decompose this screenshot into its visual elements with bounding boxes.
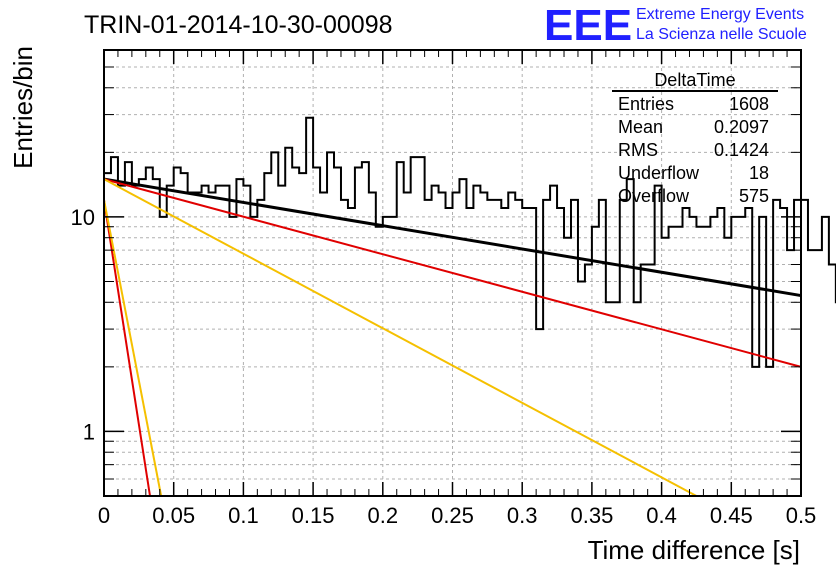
stats-name: DeltaTime: [654, 70, 735, 90]
stats-label: Entries: [618, 94, 674, 114]
x-tick-label: 0.45: [710, 503, 753, 528]
fit-line: [103, 178, 802, 368]
stats-value: 0.2097: [714, 117, 769, 137]
fit-line: [103, 199, 151, 497]
x-axis-ticks: 0 0.05 0.1 0.15 0.2 0.25 0.3 0.35 0.4 0.45 0.5: [98, 50, 816, 528]
y-tick-label: 1: [83, 419, 95, 444]
x-tick-label: 0.3: [507, 503, 538, 528]
stats-label: Overflow: [618, 186, 690, 206]
x-tick-label: 0.4: [646, 503, 677, 528]
x-tick-label: 0.2: [368, 503, 399, 528]
x-tick-label: 0.35: [570, 503, 613, 528]
x-axis-label: Time difference [s]: [588, 535, 800, 565]
logo-line2: La Scienza nelle Scuole: [636, 26, 807, 43]
stats-label: Underflow: [618, 163, 700, 183]
fit-line: [103, 199, 163, 497]
histogram-steps: [104, 116, 836, 368]
logo-mark: EEE: [544, 1, 632, 50]
x-tick-label: 0.5: [786, 503, 817, 528]
stats-box: DeltaTime Entries 1608 Mean 0.2097 RMS 0.1424…: [612, 70, 778, 206]
y-tick-label: 10: [71, 205, 95, 230]
x-tick-label: 0.15: [292, 503, 335, 528]
y-axis-ticks: 1 10: [71, 49, 801, 497]
x-tick-label: 0.1: [228, 503, 259, 528]
x-tick-label: 0: [98, 503, 110, 528]
fit-line: [103, 177, 802, 298]
y-axis-label: Entries/bin: [8, 46, 38, 169]
chart-title: TRIN-01-2014-10-30-00098: [84, 11, 393, 39]
fit-lines: [103, 177, 802, 497]
stats-label: Mean: [618, 117, 663, 137]
fit-line: [103, 178, 697, 497]
stats-label: RMS: [618, 140, 658, 160]
eee-logo: EEE Extreme Energy Events La Scienza nel…: [544, 1, 807, 50]
stats-value: 1608: [729, 94, 769, 114]
stats-value: 575: [739, 186, 769, 206]
stats-value: 18: [749, 163, 769, 183]
x-tick-label: 0.25: [431, 503, 474, 528]
x-tick-label: 0.05: [152, 503, 195, 528]
grid-lines: [103, 49, 802, 497]
logo-line1: Extreme Energy Events: [636, 6, 804, 23]
stats-value: 0.1424: [714, 140, 769, 160]
